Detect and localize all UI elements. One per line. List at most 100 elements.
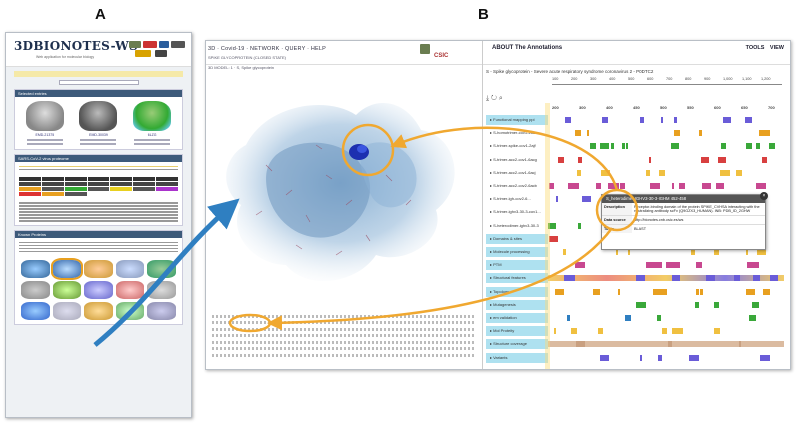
feature-segment[interactable] bbox=[653, 288, 664, 295]
feature-segment[interactable] bbox=[752, 301, 759, 308]
feature-segment[interactable] bbox=[622, 143, 625, 150]
track-label[interactable]: ▸ Mutagenesis bbox=[486, 299, 548, 310]
track-row[interactable]: ▸ Variants bbox=[482, 352, 790, 363]
track-row[interactable]: ▸ Structure coverage bbox=[482, 339, 790, 350]
track-features[interactable] bbox=[548, 274, 786, 282]
track-features[interactable] bbox=[548, 116, 786, 124]
track-label[interactable]: ▸ PTM bbox=[486, 260, 548, 271]
track-features[interactable] bbox=[548, 314, 786, 322]
track-features[interactable] bbox=[548, 142, 786, 150]
model-selector[interactable]: 3D MODEL: 1 · S, Spike glycoprotein bbox=[208, 65, 275, 70]
feature-segment[interactable] bbox=[746, 249, 748, 255]
feature-segment[interactable] bbox=[760, 354, 770, 361]
feature-segment[interactable] bbox=[662, 328, 667, 335]
feature-segment[interactable] bbox=[558, 156, 564, 163]
feature-segment[interactable] bbox=[714, 301, 719, 308]
track-features[interactable] bbox=[548, 169, 786, 177]
feature-segment[interactable] bbox=[567, 315, 570, 321]
feature-segment[interactable] bbox=[763, 288, 770, 295]
feature-segment[interactable] bbox=[556, 196, 558, 203]
feature-segment[interactable] bbox=[668, 341, 672, 348]
feature-segment[interactable] bbox=[745, 117, 752, 123]
track-label[interactable]: ▸ S-trimer-igh-cov2-6... bbox=[490, 196, 531, 202]
feature-segment[interactable] bbox=[718, 156, 726, 163]
feature-segment[interactable] bbox=[721, 143, 726, 150]
feature-segment[interactable] bbox=[626, 143, 628, 150]
tooltip-data-source-link[interactable]: http://bionotes.cnb.csic.es/ws bbox=[634, 218, 684, 222]
feature-segment[interactable] bbox=[762, 156, 767, 163]
feature-segment[interactable] bbox=[734, 275, 740, 282]
track-features[interactable] bbox=[548, 288, 786, 296]
feature-segment[interactable] bbox=[674, 117, 677, 123]
feature-segment[interactable] bbox=[736, 169, 742, 176]
feature-segment[interactable] bbox=[601, 169, 610, 176]
track-features[interactable] bbox=[548, 129, 786, 137]
track-row[interactable]: ▸ Structural features bbox=[482, 273, 790, 284]
feature-segment[interactable] bbox=[602, 117, 608, 123]
feature-segment[interactable] bbox=[563, 249, 566, 255]
track-label[interactable]: ▸ S-trimer-acc2-cov1-6acj bbox=[490, 169, 536, 175]
feature-segment[interactable] bbox=[650, 183, 660, 189]
track-row[interactable]: ▸ Mutagenesis bbox=[482, 299, 790, 310]
feature-segment[interactable] bbox=[746, 143, 752, 150]
track-features[interactable] bbox=[548, 301, 786, 309]
feature-segment[interactable] bbox=[723, 117, 731, 123]
track-label[interactable]: ▸ Structure coverage bbox=[486, 339, 548, 350]
track-features[interactable] bbox=[548, 354, 786, 362]
entry-card[interactable]: EMD-30039 bbox=[76, 101, 120, 145]
track-label[interactable]: ▸ S-trimer-acc2-cov1-6acg bbox=[490, 156, 537, 162]
feature-segment[interactable] bbox=[565, 117, 571, 123]
close-icon[interactable]: × bbox=[760, 192, 768, 200]
feature-segment[interactable] bbox=[575, 262, 585, 269]
feature-segment[interactable] bbox=[601, 143, 609, 150]
track-row[interactable]: ▸ em validation bbox=[482, 313, 790, 323]
feature-segment[interactable] bbox=[590, 143, 596, 150]
feature-segment[interactable] bbox=[636, 301, 646, 308]
sequence-ruler[interactable]: 100 200 300 400 500 600 700 800 900 1,000 1,100 1,2… bbox=[552, 77, 782, 97]
feature-segment[interactable] bbox=[554, 328, 556, 335]
feature-segment[interactable] bbox=[582, 196, 591, 203]
track-row[interactable]: ▸ Mol Proteity bbox=[482, 326, 790, 337]
track-label[interactable]: ▸ Structural features bbox=[486, 273, 548, 284]
feature-segment[interactable] bbox=[696, 288, 699, 295]
feature-segment[interactable] bbox=[699, 130, 702, 137]
feature-segment[interactable] bbox=[661, 117, 663, 123]
feature-segment[interactable] bbox=[669, 262, 680, 269]
feature-segment[interactable] bbox=[598, 328, 603, 335]
feature-segment[interactable] bbox=[716, 183, 724, 189]
proteome-grid[interactable] bbox=[19, 176, 178, 196]
feature-segment[interactable] bbox=[695, 301, 699, 308]
feature-segment[interactable] bbox=[640, 354, 642, 361]
feature-segment[interactable] bbox=[578, 156, 582, 163]
zoom-controls[interactable]: ⤓ ↻ ⌕ bbox=[486, 95, 503, 102]
feature-segment[interactable] bbox=[625, 315, 631, 321]
feature-segment[interactable] bbox=[649, 156, 651, 163]
feature-segment[interactable] bbox=[578, 222, 581, 229]
feature-segment[interactable] bbox=[706, 275, 715, 282]
search-input[interactable] bbox=[58, 80, 139, 85]
track-label[interactable]: ▸ S-trimer-acc2-cov2-6acb bbox=[490, 183, 537, 188]
feature-segment[interactable] bbox=[679, 183, 685, 189]
feature-segment[interactable] bbox=[714, 249, 719, 255]
track-label[interactable]: ▸ Mol Proteity bbox=[486, 326, 548, 337]
feature-segment[interactable] bbox=[757, 249, 766, 255]
feature-segment[interactable] bbox=[659, 169, 665, 176]
track-features[interactable] bbox=[548, 182, 786, 190]
track-row[interactable]: ▸ S-trimer-acc2-cov1-6acg bbox=[482, 155, 790, 165]
track-label[interactable]: ▸ S-heterodimer-ighv3-30-3 bbox=[490, 222, 539, 228]
feature-segment[interactable] bbox=[640, 117, 644, 123]
feature-segment[interactable] bbox=[751, 262, 759, 269]
track-row[interactable]: ▸ PTM bbox=[482, 260, 790, 271]
feature-segment[interactable] bbox=[714, 328, 720, 335]
feature-segment[interactable] bbox=[658, 354, 662, 361]
feature-segment[interactable] bbox=[739, 341, 741, 348]
feature-segment[interactable] bbox=[618, 288, 620, 295]
track-label[interactable]: ▸ Topology bbox=[486, 286, 548, 297]
entry-card[interactable]: 6LZG bbox=[130, 101, 174, 145]
feature-segment[interactable] bbox=[666, 262, 672, 269]
feature-segment[interactable] bbox=[636, 275, 645, 282]
track-label[interactable]: ▸ Functional mapping ppi bbox=[486, 115, 548, 125]
molecule-viewer[interactable] bbox=[206, 75, 482, 303]
feature-segment[interactable] bbox=[756, 143, 760, 150]
track-label[interactable]: ▸ S-homotrimer-cov1-2u6b bbox=[490, 130, 538, 136]
